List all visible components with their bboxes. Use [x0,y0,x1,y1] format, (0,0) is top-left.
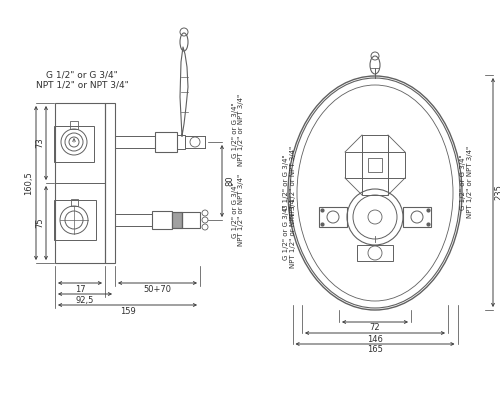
Bar [55,103,105,263]
Bar [182,212,200,228]
Bar [152,211,172,229]
Text: 72: 72 [370,324,380,332]
Text: NPT 1/2" or NPT 3/4": NPT 1/2" or NPT 3/4" [290,196,296,268]
Text: G 1/2" or G 3/4": G 1/2" or G 3/4" [232,102,238,158]
Text: 75: 75 [36,218,44,228]
Text: G 1/2" or G 3/4": G 1/2" or G 3/4" [283,154,289,210]
Bar [368,158,382,172]
Text: NPT 1/2" or NPT 3/4": NPT 1/2" or NPT 3/4" [238,94,244,166]
Text: 165: 165 [367,346,383,354]
Text: NPT 1/2" or NPT 3/4": NPT 1/2" or NPT 3/4" [290,146,296,218]
Text: NPT 1/2" or NPT 3/4": NPT 1/2" or NPT 3/4" [238,174,244,246]
Bar [362,135,388,195]
Bar [172,212,182,228]
Text: 92,5: 92,5 [76,296,94,304]
Text: G 1/2" or G 3/4": G 1/2" or G 3/4" [460,154,466,210]
Bar [54,126,94,162]
Bar [54,200,96,240]
Bar [70,121,78,129]
Text: 146: 146 [367,334,383,344]
Bar [172,212,182,228]
Text: 17: 17 [74,284,86,294]
Text: G 1/2" or G 3/4": G 1/2" or G 3/4" [283,204,289,260]
Bar [357,245,393,261]
Bar [105,103,115,263]
Bar [403,207,431,227]
Bar [71,199,78,206]
Text: NPT 1/2" or NPT 3/4": NPT 1/2" or NPT 3/4" [467,146,473,218]
Bar [319,207,347,227]
Text: 235: 235 [494,184,500,200]
Text: 50+70: 50+70 [144,284,172,294]
Text: G 1/2" or G 3/4": G 1/2" or G 3/4" [232,182,238,238]
Text: 73: 73 [36,138,44,148]
Bar [177,135,185,149]
Text: 80: 80 [226,176,234,186]
Bar [155,132,177,152]
Text: 160,5: 160,5 [24,171,34,195]
Text: G 1/2" or G 3/4"
NPT 1/2" or NPT 3/4": G 1/2" or G 3/4" NPT 1/2" or NPT 3/4" [36,70,128,90]
Text: 159: 159 [120,306,136,316]
Bar [345,152,405,178]
